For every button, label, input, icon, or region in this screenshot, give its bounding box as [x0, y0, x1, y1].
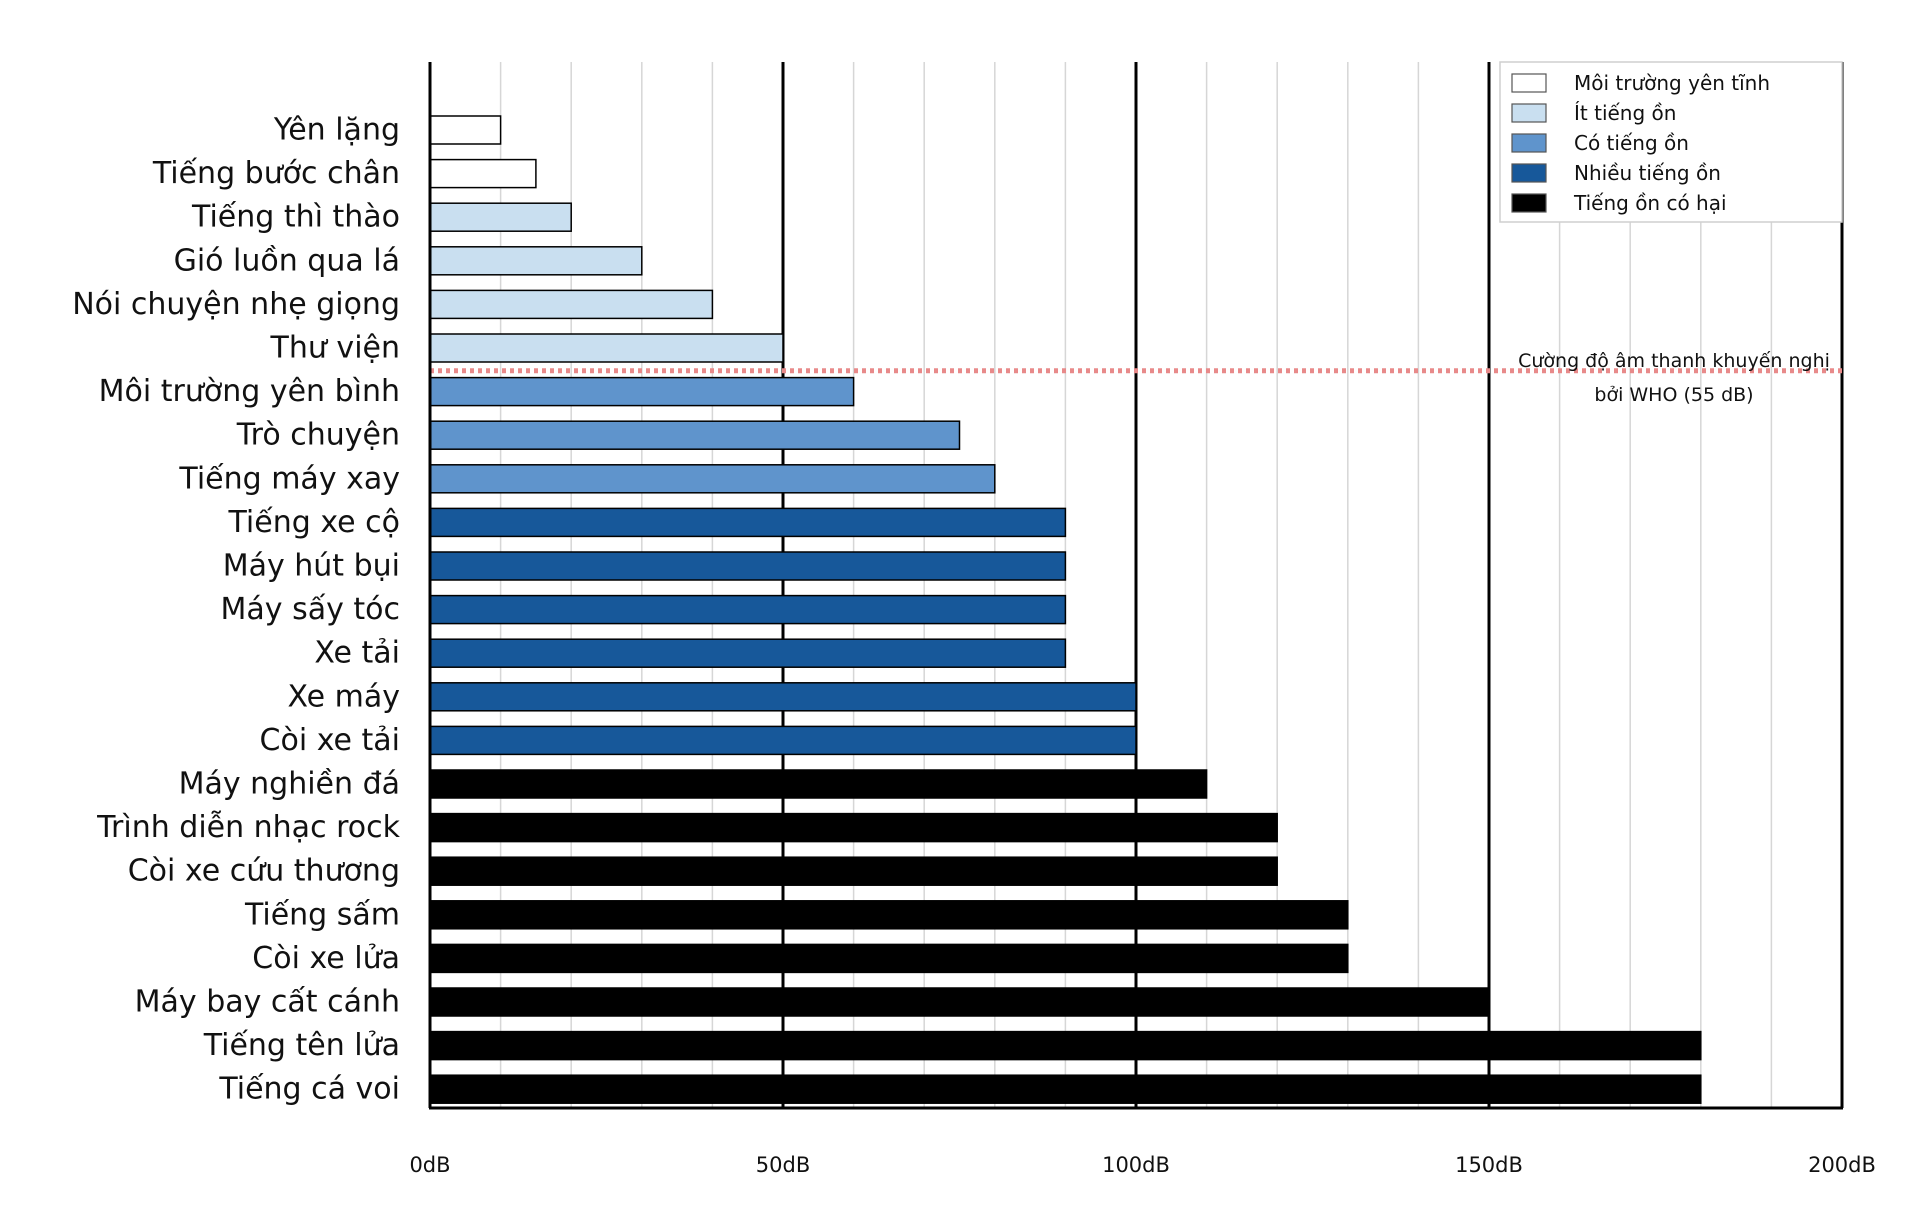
- category-label: Yên lặng: [273, 113, 400, 148]
- legend-label: Ít tiếng ồn: [1574, 101, 1676, 125]
- bar-12: [429, 594, 1067, 625]
- legend-swatch: [1511, 133, 1547, 153]
- category-label: Nói chuyện nhẹ giọng: [72, 287, 400, 322]
- reference-label: bởi WHO (55 dB): [1594, 384, 1753, 406]
- bars: [429, 115, 1702, 1104]
- legend: Môi trường yên tĩnh Ít tiếng ồn Có tiếng ồ…: [1499, 61, 1843, 223]
- x-tick-labels: 0dB 50dB 100dB 150dB 200dB: [409, 1153, 1875, 1177]
- category-label: Tiếng bước chân: [152, 156, 400, 191]
- bar-9: [429, 464, 996, 494]
- bar-15: [429, 725, 1137, 756]
- category-label: Máy nghiền đá: [179, 767, 400, 802]
- category-label: Tiếng xe cộ: [228, 505, 400, 540]
- category-label: Tiếng máy xay: [178, 461, 400, 496]
- category-label: Xe máy: [287, 679, 400, 714]
- legend-label: Có tiếng ồn: [1574, 131, 1689, 155]
- bar-5: [429, 289, 714, 320]
- bar-7: [429, 376, 855, 407]
- category-label: Tiếng tên lửa: [203, 1028, 400, 1063]
- bar-11: [429, 551, 1067, 581]
- legend-label: Tiếng ồn có hại: [1573, 191, 1727, 215]
- category-label: Môi trường yên bình: [99, 374, 400, 409]
- bar-19: [429, 900, 1349, 930]
- x-tick-label: 50dB: [756, 1153, 810, 1177]
- legend-label: Nhiều tiếng ồn: [1574, 161, 1721, 185]
- bar-23: [429, 1074, 1702, 1104]
- bar-6: [429, 333, 784, 363]
- bar-13: [429, 638, 1067, 668]
- category-label: Xe tải: [314, 636, 400, 671]
- who-annotation: Cường độ âm thanh khuyến nghị bởi WHO (55…: [1518, 350, 1830, 406]
- legend-swatch: [1511, 73, 1547, 93]
- category-label: Máy hút bụi: [223, 549, 400, 584]
- bar-3: [429, 202, 572, 232]
- bar-20: [429, 943, 1349, 974]
- x-tick-label: 0dB: [409, 1153, 450, 1177]
- bar-10: [429, 507, 1067, 538]
- category-label: Còi xe tải: [260, 723, 400, 758]
- legend-label: Môi trường yên tĩnh: [1574, 71, 1770, 95]
- axes: [428, 62, 1843, 1110]
- legend-box: [1499, 61, 1843, 223]
- legend-swatch: [1511, 103, 1547, 123]
- category-label: Tiếng cá voi: [218, 1072, 400, 1107]
- x-tick-label: 150dB: [1455, 1153, 1523, 1177]
- category-label: Còi xe cứu thương: [128, 854, 400, 889]
- bar-16: [429, 769, 1208, 799]
- bar-14: [429, 682, 1137, 712]
- bar-22: [429, 1030, 1702, 1061]
- bar-4: [429, 246, 643, 276]
- reference-label: Cường độ âm thanh khuyến nghị: [1518, 350, 1830, 372]
- bar-18: [429, 856, 1278, 886]
- bar-8: [429, 420, 961, 450]
- legend-swatch: [1511, 193, 1547, 213]
- category-label: Máy sấy tóc: [221, 592, 400, 627]
- category-labels: Yên lặng Tiếng bước chân Tiếng thì thào Gió…: [72, 113, 400, 1107]
- category-label: Tiếng sấm: [244, 897, 400, 932]
- category-label: Còi xe lửa: [252, 941, 400, 976]
- x-tick-label: 100dB: [1102, 1153, 1170, 1177]
- legend-swatch: [1511, 163, 1547, 183]
- category-label: Thư viện: [270, 331, 400, 366]
- category-label: Tiếng thì thào: [191, 200, 400, 235]
- category-label: Gió luồn qua lá: [174, 243, 400, 278]
- bar-1: [429, 115, 502, 145]
- category-label: Trình diễn nhạc rock: [96, 810, 400, 845]
- bar-21: [429, 987, 1490, 1017]
- bar-2: [429, 158, 537, 189]
- category-label: Trò chuyện: [236, 418, 400, 453]
- x-tick-label: 200dB: [1808, 1153, 1876, 1177]
- category-label: Máy bay cất cánh: [135, 985, 400, 1020]
- bar-17: [429, 812, 1278, 843]
